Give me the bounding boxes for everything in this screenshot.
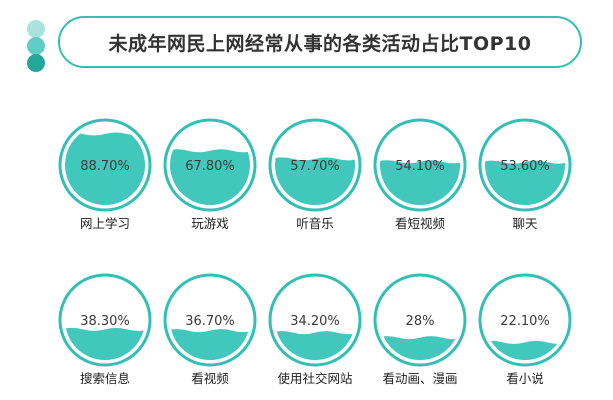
dot-2 (27, 37, 45, 55)
value-label: 38.30% (80, 314, 130, 329)
wave-fill (485, 160, 565, 205)
decorative-dots (23, 20, 49, 76)
wave-fill (380, 160, 460, 205)
dot-1 (27, 20, 45, 38)
dot-3 (27, 54, 45, 72)
activity-gauge: 88.70% 网上学习 (58, 118, 152, 231)
activity-gauge: 38.30% 搜索信息 (58, 273, 152, 386)
category-label: 看短视频 (395, 216, 446, 231)
activity-gauge: 36.70% 看视频 (163, 273, 257, 386)
wave-fill (275, 157, 355, 205)
activity-gauge: 22.10% 看小说 (478, 273, 572, 386)
category-label: 看动画、漫画 (382, 371, 457, 386)
category-label: 玩游戏 (191, 216, 229, 231)
activity-gauge: 28% 看动画、漫画 (373, 273, 467, 386)
value-label: 28% (406, 314, 435, 329)
value-label: 36.70% (185, 314, 235, 329)
category-label: 网上学习 (80, 216, 130, 231)
value-label: 67.80% (185, 159, 235, 174)
value-label: 34.20% (290, 314, 340, 329)
category-label: 使用社交网站 (277, 371, 352, 386)
activity-gauge: 34.20% 使用社交网站 (268, 273, 362, 386)
category-label: 听音乐 (296, 216, 334, 231)
value-label: 57.70% (290, 159, 340, 174)
wave-fill (65, 132, 145, 205)
category-label: 看小说 (506, 371, 544, 386)
title-box: 未成年网民上网经常从事的各类活动占比TOP10 (58, 16, 582, 68)
value-label: 53.60% (500, 159, 550, 174)
value-label: 88.70% (80, 159, 130, 174)
category-label: 看视频 (191, 371, 229, 386)
activity-gauge: 54.10% 看短视频 (373, 118, 467, 231)
category-label: 搜索信息 (80, 371, 130, 386)
value-label: 54.10% (395, 159, 445, 174)
category-label: 聊天 (512, 216, 538, 231)
activity-gauge: 57.70% 听音乐 (268, 118, 362, 231)
activity-gauge: 67.80% 玩游戏 (163, 118, 257, 231)
wave-fill (170, 149, 250, 205)
chart-title: 未成年网民上网经常从事的各类活动占比TOP10 (108, 32, 532, 55)
activity-gauge: 53.60% 聊天 (478, 118, 572, 231)
value-label: 22.10% (500, 314, 550, 329)
